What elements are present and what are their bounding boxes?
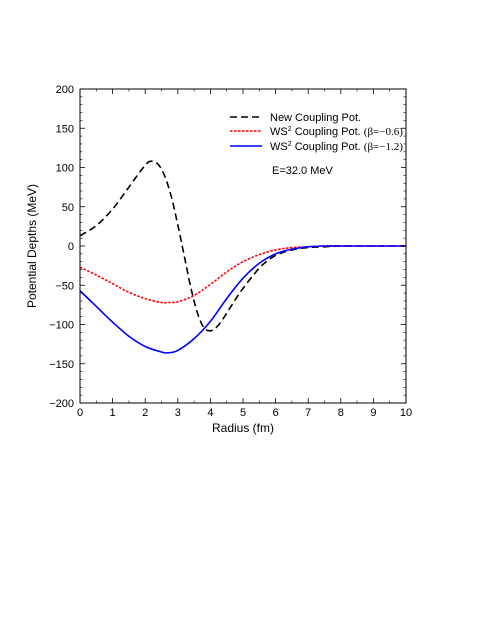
series-line-2 [79,245,406,354]
legend-label-ws2-beta-0.6: WS2 Coupling Pot. (β=−0.6) [270,126,403,138]
y-tick-label: 200 [56,84,74,96]
x-tick-label: 9 [370,407,376,419]
y-tick-label: −50 [55,280,74,292]
legend-paren-0.6: (β=−0.6) [364,126,403,138]
tick-labels-layer: 0 1 2 3 4 5 6 7 8 9 10 −200 −150 −100 −50 0 50 100 150 200 [49,84,412,419]
y-axis-title: Potential Depths (MeV) [25,184,39,308]
y-tick-label: 50 [62,202,74,214]
y-tick-label: 150 [56,123,74,135]
x-tick-label: 5 [240,407,246,419]
y-tick-label: 0 [68,241,74,253]
x-tick-label: 10 [400,407,412,419]
legend-mid-1.2: Coupling Pot. [292,141,364,153]
y-tick-label: −100 [49,320,74,332]
legend: New Coupling Pot. WS2 Coupling Pot. (β=−… [230,112,403,153]
x-tick-label: 6 [273,407,279,419]
series-line-1 [79,245,406,304]
ticks-layer [79,88,407,404]
legend-ws-0.6: WS [270,126,288,138]
x-tick-label: 7 [305,407,311,419]
x-tick-label: 2 [142,407,148,419]
y-tick-label: 100 [56,163,74,175]
y-tick-label: −150 [49,359,74,371]
y-tick-label: −200 [49,398,74,410]
curves-layer [79,160,406,354]
energy-annotation: E=32.0 MeV [272,165,334,177]
legend-paren-1.2: (β=−1.2) [364,141,403,153]
legend-sup-1.2: 2 [288,141,292,148]
legend-label-ws2-beta-1.2: WS2 Coupling Pot. (β=−1.2) [270,141,403,153]
legend-mid-0.6: Coupling Pot. [292,126,364,138]
legend-ws-1.2: WS [270,141,288,153]
x-axis-title: Radius (fm) [212,421,274,435]
x-tick-label: 0 [77,407,83,419]
x-tick-label: 8 [338,407,344,419]
legend-label-new-coupling: New Coupling Pot. [270,112,361,124]
x-tick-label: 4 [207,407,213,419]
legend-sup-0.6: 2 [288,126,292,133]
x-tick-label: 1 [110,407,116,419]
x-tick-label: 3 [175,407,181,419]
